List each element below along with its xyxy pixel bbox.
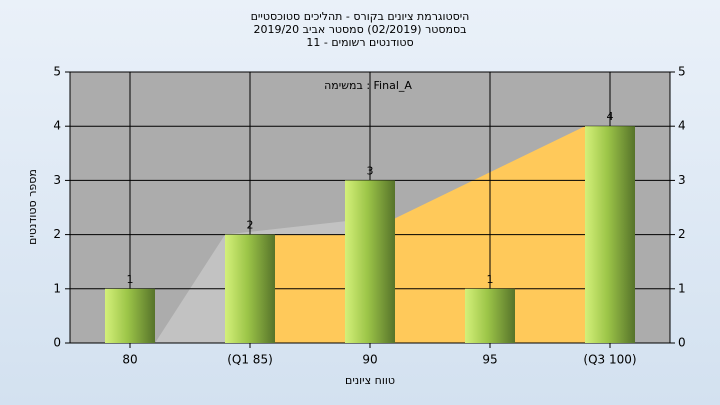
y-tick-label: 1 bbox=[53, 281, 61, 295]
bar bbox=[105, 288, 155, 343]
bar bbox=[345, 180, 395, 343]
y-tick-label: 0 bbox=[53, 336, 61, 350]
bar bbox=[585, 126, 635, 343]
x-tick-label: (Q1 85) bbox=[227, 353, 273, 367]
x-axis-label: טווח ציונים bbox=[345, 374, 395, 387]
value-label: 1 bbox=[487, 273, 494, 286]
title-line: בסמסטר (02/2019) סמסטר אביב 2019/20 bbox=[253, 23, 466, 36]
y2-tick-label: 3 bbox=[678, 173, 686, 187]
title-line: סטודנטים רשומים - 11 bbox=[306, 36, 413, 49]
x-tick-label: 90 bbox=[362, 353, 377, 367]
value-label: 4 bbox=[607, 110, 614, 123]
y-tick-label: 2 bbox=[53, 227, 61, 241]
annotation: במשימה : Final_A bbox=[324, 79, 412, 92]
title-line: היסטוגרמת ציונים בקורס - תהליכים סטוכסטי… bbox=[251, 10, 470, 23]
y-tick-label: 5 bbox=[53, 65, 61, 79]
value-label: 2 bbox=[247, 219, 254, 232]
y2-tick-label: 4 bbox=[678, 119, 686, 133]
x-tick-label: 95 bbox=[482, 353, 497, 367]
x-tick-label: 80 bbox=[122, 353, 137, 367]
y-tick-label: 3 bbox=[53, 173, 61, 187]
y2-tick-label: 1 bbox=[678, 281, 686, 295]
y-axis-label: מספר סטודנטים bbox=[26, 169, 39, 245]
x-tick-label: (Q3 100) bbox=[583, 353, 636, 367]
value-label: 3 bbox=[367, 164, 374, 177]
y2-tick-label: 0 bbox=[678, 336, 686, 350]
bar bbox=[225, 234, 275, 343]
y2-tick-label: 2 bbox=[678, 227, 686, 241]
y2-tick-label: 5 bbox=[678, 65, 686, 79]
bar bbox=[465, 288, 515, 343]
value-label: 1 bbox=[127, 273, 134, 286]
y-tick-label: 4 bbox=[53, 119, 61, 133]
